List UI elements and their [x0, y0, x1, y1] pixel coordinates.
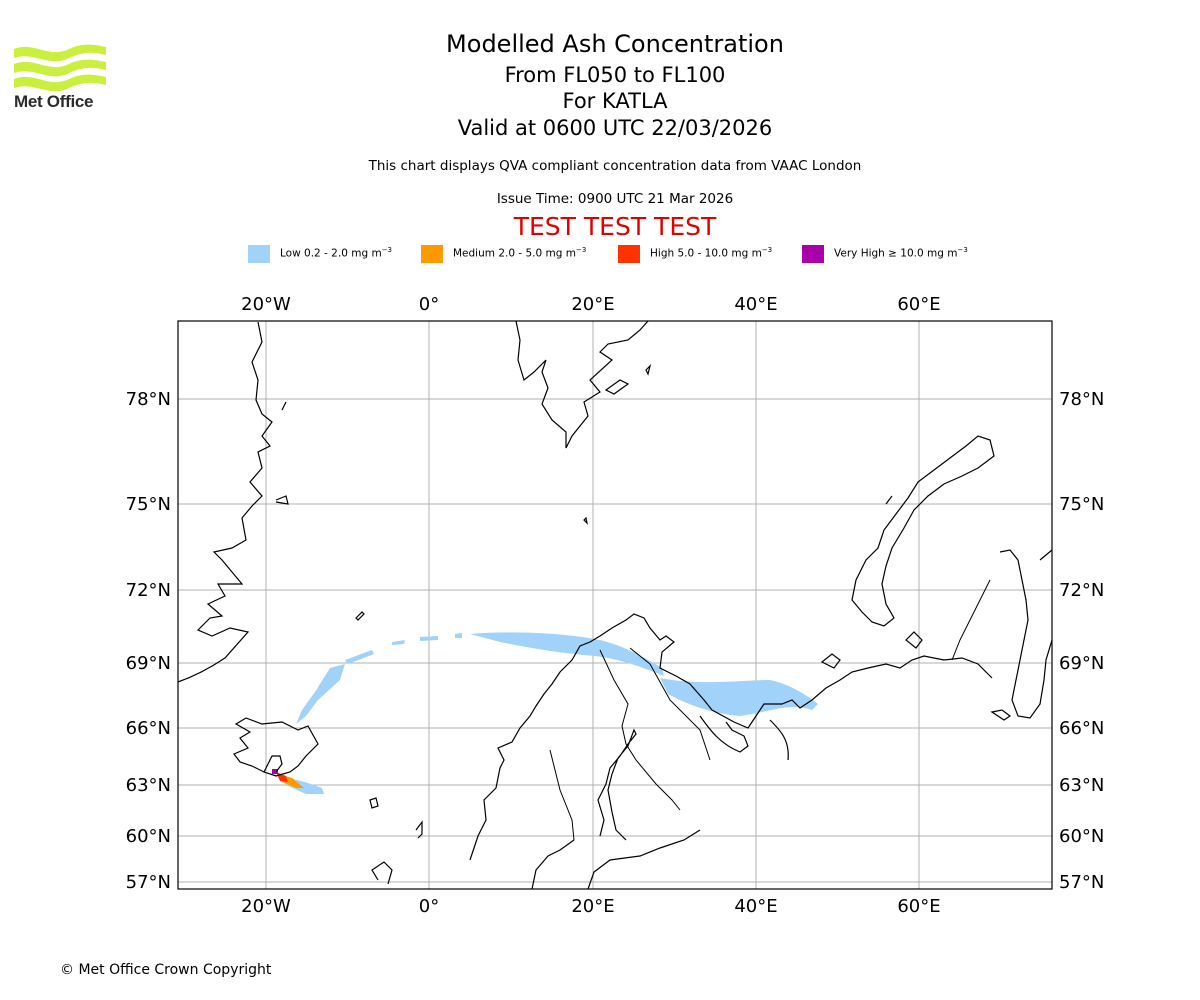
lat-label-left: 57°N [126, 872, 171, 893]
legend-label-very-high: Very High ≥ 10.0 mg m−3 [834, 246, 968, 260]
legend-label-medium: Medium 2.0 - 5.0 mg m−3 [453, 246, 587, 260]
longitude-labels: 20°W 0° 20°E 40°E 60°E 20°W 0° 20°E 40°E… [241, 294, 940, 917]
lon-label-top: 20°E [571, 294, 614, 315]
lat-label-right: 75°N [1059, 494, 1104, 515]
lat-label-right: 60°N [1059, 826, 1104, 847]
lat-label-right: 63°N [1059, 775, 1104, 796]
graticule [178, 321, 1052, 889]
test-banner: TEST TEST TEST [513, 212, 717, 241]
lat-label-right: 66°N [1059, 718, 1104, 739]
lat-label-right: 57°N [1059, 872, 1104, 893]
lat-label-right: 72°N [1059, 580, 1104, 601]
logo-text: Met Office [14, 92, 94, 111]
legend-label-low: Low 0.2 - 2.0 mg m−3 [280, 246, 393, 260]
lat-label-right: 78°N [1059, 389, 1104, 410]
lon-label-top: 60°E [897, 294, 940, 315]
legend-swatch-medium [421, 245, 443, 263]
lat-label-left: 78°N [126, 389, 171, 410]
latitude-labels: 78°N 75°N 72°N 69°N 66°N 63°N 60°N 57°N … [126, 389, 1105, 893]
lon-label-top: 40°E [734, 294, 777, 315]
ash-high-area [276, 772, 288, 782]
lon-label-top: 0° [419, 294, 439, 315]
legend-swatch-low [248, 245, 270, 263]
copyright-notice: © Met Office Crown Copyright [60, 962, 272, 978]
lat-label-left: 63°N [126, 775, 171, 796]
flight-level-range: From FL050 to FL100 [504, 63, 726, 87]
lon-label-bottom: 20°W [241, 896, 291, 917]
lon-label-bottom: 40°E [734, 896, 777, 917]
issue-time: Issue Time: 0900 UTC 21 Mar 2026 [496, 191, 734, 207]
ash-very-high-area [272, 769, 278, 774]
lon-label-bottom: 0° [419, 896, 439, 917]
lat-label-left: 69°N [126, 653, 171, 674]
info-text: This chart displays QVA compliant concen… [368, 158, 862, 174]
lat-label-left: 66°N [126, 718, 171, 739]
chart-title: Modelled Ash Concentration [446, 30, 784, 58]
legend-swatch-very-high [802, 245, 824, 263]
lat-label-left: 75°N [126, 494, 171, 515]
volcano-name: For KATLA [562, 89, 668, 113]
legend-label-high: High 5.0 - 10.0 mg m−3 [650, 246, 773, 260]
concentration-legend: Low 0.2 - 2.0 mg m−3 Medium 2.0 - 5.0 mg… [0, 244, 1200, 264]
legend-swatch-high [618, 245, 640, 263]
coastlines [177, 320, 1053, 890]
lat-label-right: 69°N [1059, 653, 1104, 674]
lon-label-bottom: 20°E [571, 896, 614, 917]
valid-time: Valid at 0600 UTC 22/03/2026 [457, 116, 773, 140]
ash-low-area [280, 632, 818, 794]
lon-label-bottom: 60°E [897, 896, 940, 917]
map-frame [177, 320, 1053, 890]
lat-label-left: 60°N [126, 826, 171, 847]
met-office-logo-icon [14, 44, 106, 92]
lon-label-top: 20°W [241, 294, 291, 315]
lat-label-left: 72°N [126, 580, 171, 601]
